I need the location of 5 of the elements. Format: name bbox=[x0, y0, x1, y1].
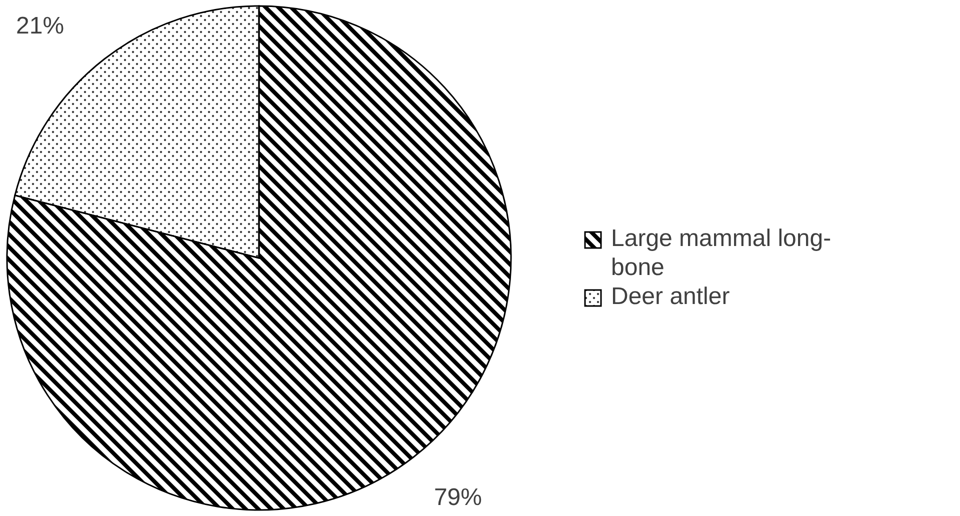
legend-label: Deer antler bbox=[611, 283, 730, 310]
data-label: 21% bbox=[16, 12, 64, 40]
legend-label: Large mammal long-bone bbox=[611, 225, 832, 282]
pie-slice bbox=[6, 5, 512, 511]
data-label: 79% bbox=[434, 484, 482, 512]
